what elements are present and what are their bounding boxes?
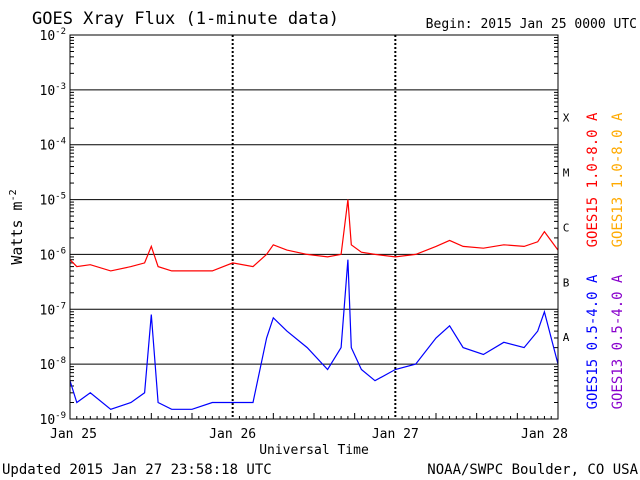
x-tick-label: Jan 28 — [521, 427, 568, 442]
updated-timestamp: Updated 2015 Jan 27 23:58:18 UTC — [2, 462, 272, 478]
y-tick-label: 10-5 — [40, 192, 67, 209]
y-tick-exponent: -9 — [55, 411, 66, 421]
y-tick-exponent: -8 — [55, 356, 66, 366]
y-axis-label-base: Watts m — [8, 201, 26, 264]
y-tick-exponent: -4 — [55, 137, 66, 147]
y-tick-exponent: -3 — [55, 82, 66, 92]
y-tick-label: 10-8 — [40, 356, 67, 373]
x-tick-label: Jan 26 — [209, 427, 256, 442]
legend-item-1: GOES13 1.0-8.0 A — [610, 112, 626, 247]
flare-class-M: M — [563, 167, 570, 180]
y-axis-label-exponent: -2 — [8, 189, 19, 201]
x-tick-label: Jan 25 — [50, 427, 97, 442]
flare-class-X: X — [563, 112, 570, 125]
x-tick-labels: Jan 25 Jan 26 Jan 27 Jan 28 — [50, 427, 568, 442]
y-tick-label: 10-6 — [40, 246, 67, 263]
y-tick-base: 10 — [40, 84, 56, 99]
y-tick-labels: 10-210-310-410-510-610-710-810-9 — [40, 27, 67, 428]
x-axis-label: Universal Time — [259, 443, 369, 458]
y-tick-base: 10 — [40, 303, 56, 318]
legend-item-3: GOES13 0.5-4.0 A — [610, 274, 626, 409]
series-lines — [69, 199, 559, 410]
y-tick-base: 10 — [40, 194, 56, 209]
flare-class-A: A — [563, 331, 570, 344]
y-tick-exponent: -6 — [55, 246, 66, 256]
y-tick-label: 10-7 — [40, 301, 67, 318]
plot-grid — [70, 34, 558, 420]
day-dividers — [76, 35, 552, 419]
flare-class-C: C — [563, 221, 570, 234]
y-tick-base: 10 — [40, 413, 56, 428]
y-tick-label: 10-9 — [40, 411, 67, 428]
credit: NOAA/SWPC Boulder, CO USA — [427, 462, 638, 478]
y-tick-exponent: -2 — [55, 27, 66, 37]
legend: GOES15 1.0-8.0 A GOES13 1.0-8.0 A GOES15 0… — [585, 112, 626, 409]
plot-frame — [69, 34, 559, 420]
y-tick-base: 10 — [40, 358, 56, 373]
y-tick-base: 10 — [40, 29, 56, 44]
chart-title: GOES Xray Flux (1-minute data) — [32, 9, 339, 29]
y-tick-label: 10-2 — [40, 27, 67, 44]
x-tick-label: Jan 27 — [372, 427, 419, 442]
y-tick-base: 10 — [40, 139, 56, 154]
y-tick-base: 10 — [40, 248, 56, 263]
series-line-2 — [69, 259, 559, 410]
legend-item-0: GOES15 1.0-8.0 A — [585, 112, 601, 247]
flare-class-labels: X M C B A — [563, 112, 570, 344]
begin-time: Begin: 2015 Jan 25 0000 UTC — [426, 17, 637, 32]
y-axis-label: Watts m-2 — [8, 189, 26, 264]
y-tick-exponent: -5 — [55, 192, 66, 202]
y-tick-label: 10-3 — [40, 82, 67, 99]
legend-item-2: GOES15 0.5-4.0 A — [585, 274, 601, 409]
y-tick-exponent: -7 — [55, 301, 66, 311]
y-tick-label: 10-4 — [40, 137, 67, 154]
series-line-0 — [69, 199, 559, 272]
flare-class-B: B — [563, 276, 570, 289]
